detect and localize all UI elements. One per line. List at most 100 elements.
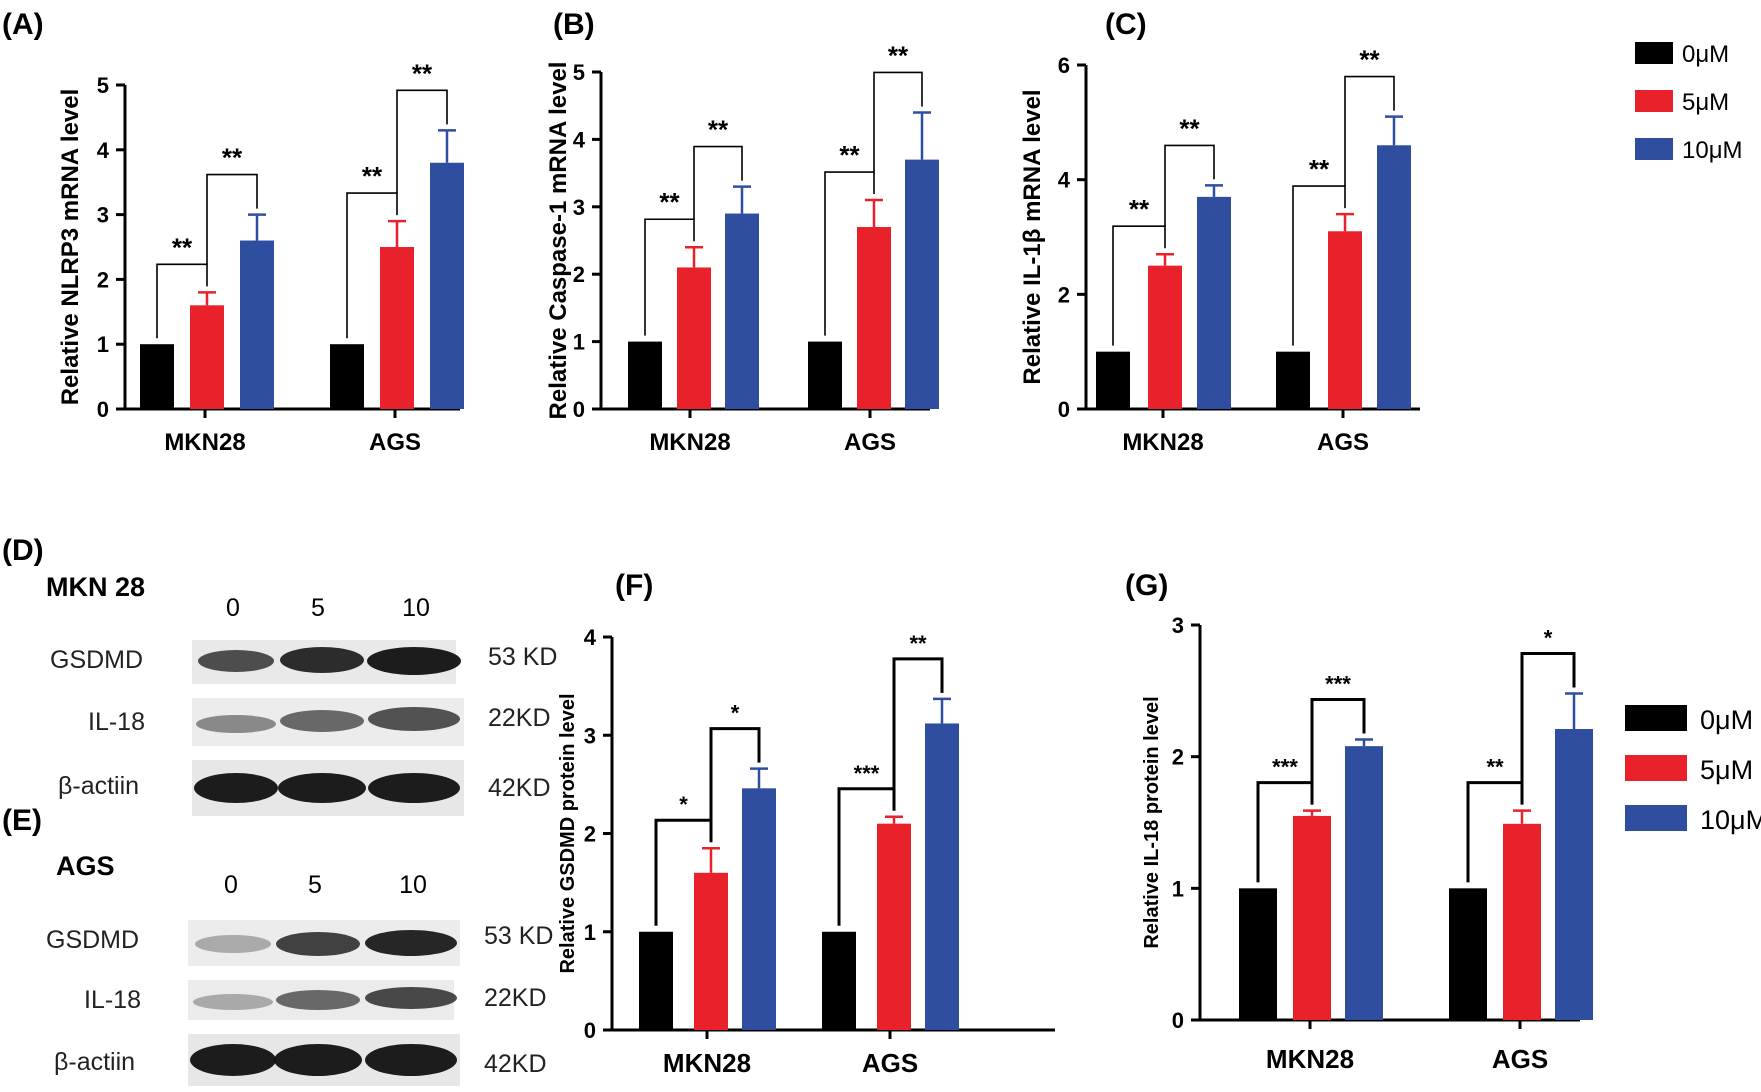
chart-a-sig-label: ** xyxy=(362,161,383,191)
chart-f-sig-bracket xyxy=(654,818,713,926)
chart-b-ytick-label: 4 xyxy=(573,127,586,152)
chart-g-bar xyxy=(1503,823,1541,1020)
chart-b-sig-label: ** xyxy=(888,40,909,70)
blot-e-lane-2: 10 xyxy=(399,871,427,899)
blot-e-band-il18-10 xyxy=(365,987,457,1009)
panel-label-e: (E) xyxy=(2,804,42,837)
blot-e-title: AGS xyxy=(56,851,115,881)
blot-d-label-gsdmd: GSDMD xyxy=(50,646,143,674)
chart-f-sig-bracket xyxy=(837,787,896,926)
chart-g-sig-bracket xyxy=(1466,781,1524,883)
blot-e-label-il18: IL-18 xyxy=(84,986,141,1014)
blot-d-lane-0: 0 xyxy=(226,594,240,622)
blot-d-band-gsdmd-5 xyxy=(280,647,364,673)
legend-bottom-swatch-1 xyxy=(1625,755,1687,781)
legend-top-swatch-1 xyxy=(1635,90,1673,112)
chart-g-ytick-label: 0 xyxy=(1172,1008,1184,1033)
blot-e-lane-0: 0 xyxy=(224,871,238,899)
chart-g-sig-bracket xyxy=(1310,698,1366,783)
legend-bottom-swatch-2 xyxy=(1625,805,1687,831)
legend-bottom-label-2: 10μM xyxy=(1700,805,1761,835)
panel-label-g: (G) xyxy=(1125,569,1168,602)
chart-g-ytick-label: 2 xyxy=(1172,745,1184,770)
chart-g-sig-label: *** xyxy=(1272,755,1298,780)
legend-top-label-1: 5μM xyxy=(1682,89,1729,116)
legend-bottom: 0μM 5μM 10μM xyxy=(1625,705,1761,835)
chart-f-ytick-label: 0 xyxy=(584,1018,596,1043)
chart-c-category-label: MKN28 xyxy=(1122,429,1203,456)
chart-a-sig-bracket xyxy=(396,89,448,194)
chart-g-bar xyxy=(1449,888,1487,1020)
chart-a-sig-label: ** xyxy=(172,232,193,262)
blot-e-band-actin-10 xyxy=(365,1044,457,1076)
chart-f-bar xyxy=(925,723,959,1030)
chart-a-bar xyxy=(140,344,174,409)
blot-e-size-gsdmd: 53 KD xyxy=(484,922,553,950)
legend-bottom-label-1: 5μM xyxy=(1700,755,1753,785)
legend-top-label-2: 10μM xyxy=(1682,137,1743,164)
chart-a-sig-label: ** xyxy=(412,58,433,88)
chart-f-sig-label: *** xyxy=(854,761,880,786)
chart-a-ytick-label: 4 xyxy=(97,138,110,163)
chart-f-sig-bracket xyxy=(892,657,944,789)
chart-b-bar xyxy=(857,227,891,409)
chart-b-bar xyxy=(677,267,711,409)
chart-f-bar xyxy=(694,872,728,1030)
chart-g-bar xyxy=(1345,746,1383,1020)
blot-d-band-gsdmd-0 xyxy=(198,650,274,672)
chart-f-ylabel: Relative GSDMD protein level xyxy=(557,693,579,973)
chart-c-ytick-label: 0 xyxy=(1058,397,1070,422)
blot-d-band-actin-0 xyxy=(194,773,278,803)
chart-f-ytick-label: 4 xyxy=(584,625,597,650)
chart-b-sig-bracket xyxy=(873,71,923,173)
chart-c-ytick-label: 6 xyxy=(1058,53,1070,78)
chart-c-bar xyxy=(1096,351,1130,409)
blot-e-lane-1: 5 xyxy=(308,871,322,899)
chart-g-category-label: AGS xyxy=(1492,1044,1548,1074)
chart-g-category-label: MKN28 xyxy=(1266,1044,1354,1074)
chart-c-sig-bracket xyxy=(1344,75,1395,187)
chart-b-sig-bracket xyxy=(693,145,743,220)
chart-b-bar xyxy=(725,213,759,409)
blot-d-label-actin: β-actiin xyxy=(58,772,139,800)
blot-e-label-actin: β-actiin xyxy=(54,1048,135,1076)
blot-d-lane-2: 10 xyxy=(402,594,430,622)
chart-c-ylabel: Relative IL-1β mRNA level xyxy=(1019,89,1046,384)
chart-g-ytick-label: 1 xyxy=(1172,876,1184,901)
chart-f-ytick-label: 3 xyxy=(584,723,596,748)
chart-c-sig-bracket xyxy=(1112,225,1166,346)
chart-c-sig-label: ** xyxy=(1129,194,1150,224)
blot-d-band-actin-10 xyxy=(368,773,460,803)
chart-b-ylabel: Relative Caspase-1 mRNA level xyxy=(545,62,572,420)
chart-g-sig-bracket xyxy=(1520,651,1576,783)
chart-b-sig-label: ** xyxy=(659,187,680,217)
chart-c-ytick-label: 2 xyxy=(1058,282,1070,307)
chart-c-sig-label: ** xyxy=(1179,113,1200,143)
chart-a-bar xyxy=(330,344,364,409)
panel-label-f: (F) xyxy=(615,569,653,602)
chart-b-bar xyxy=(905,159,939,409)
chart-a-sig-bracket xyxy=(206,173,258,265)
chart-g-ytick-label: 3 xyxy=(1172,613,1184,638)
chart-c-bar xyxy=(1148,265,1182,409)
blot-d-band-il18-5 xyxy=(280,710,364,732)
chart-f-category-label: MKN28 xyxy=(663,1048,751,1078)
chart-a-ytick-label: 5 xyxy=(97,73,109,98)
chart-c-category-label: AGS xyxy=(1317,429,1369,456)
blot-e-band-gsdmd-5 xyxy=(276,932,360,956)
chart-a-ytick-label: 3 xyxy=(97,203,109,228)
legend-bottom-label-0: 0μM xyxy=(1700,705,1753,735)
chart-a-bar xyxy=(430,162,464,409)
chart-nlrp3-mrna: 0 1 2 3 4 5 Relative NLRP3 mRNA level MKN28 ** **… xyxy=(57,58,464,456)
chart-a-ytick-label: 0 xyxy=(97,397,109,422)
chart-b-sig-label: ** xyxy=(708,115,729,145)
panel-label-a: (A) xyxy=(2,8,44,41)
chart-c-sig-bracket xyxy=(1292,185,1346,346)
chart-f-bar xyxy=(877,823,911,1030)
chart-g-bar xyxy=(1293,815,1331,1020)
blot-e-band-gsdmd-10 xyxy=(365,930,457,956)
chart-c-bar xyxy=(1276,351,1310,409)
